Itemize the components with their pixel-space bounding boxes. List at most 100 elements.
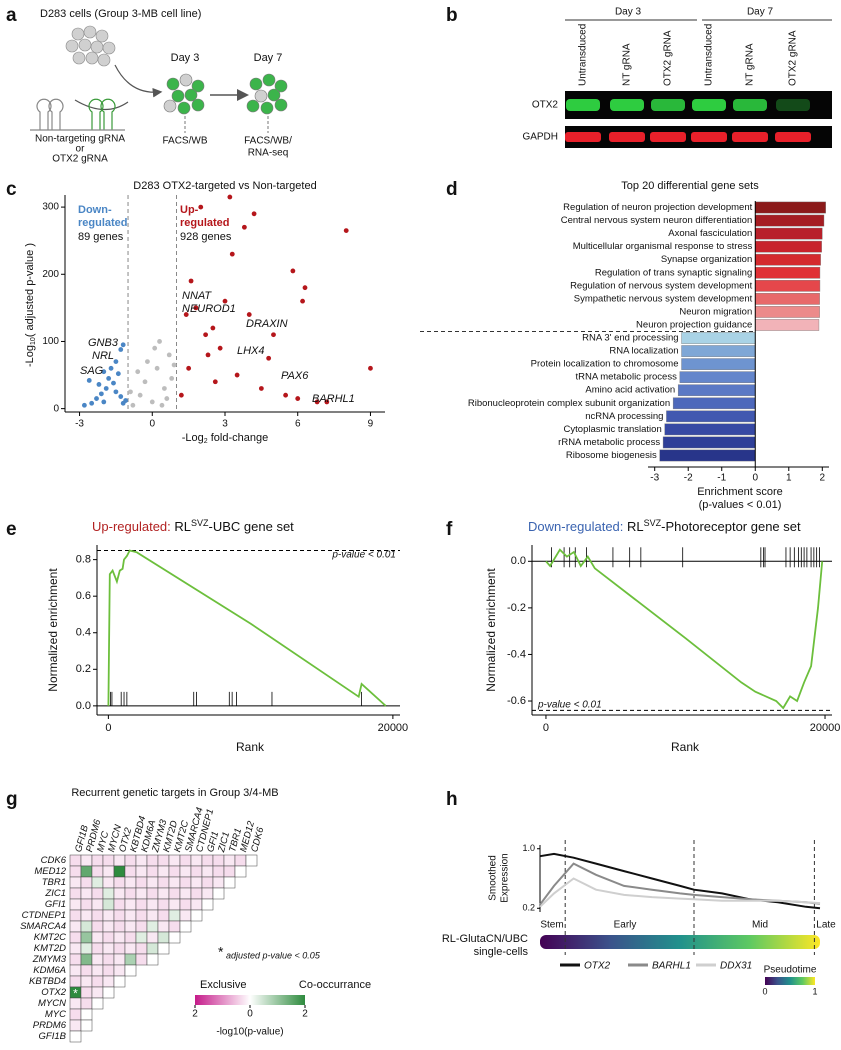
protein-label: GAPDH	[522, 132, 558, 143]
bar	[755, 306, 820, 318]
cell	[113, 953, 126, 966]
title-part: -Photoreceptor gene set	[661, 519, 801, 534]
point	[295, 396, 301, 401]
title-part: SVZ	[191, 518, 209, 528]
cell	[102, 876, 115, 889]
label-part: -Log	[24, 345, 36, 367]
point	[188, 278, 194, 284]
timepoint: Day 3	[171, 52, 200, 64]
lane-label: NT gRNA	[745, 43, 756, 86]
label-part: -Log	[182, 432, 204, 444]
cell	[102, 898, 115, 911]
diagonal-cell	[80, 1008, 93, 1021]
cell	[113, 898, 126, 911]
timepoint: Day 7	[254, 52, 283, 64]
point	[152, 345, 158, 351]
color-bar	[195, 995, 305, 1005]
cell	[69, 1008, 82, 1021]
title-part: -UBC gene set	[209, 519, 295, 534]
category-label: Axonal fasciculation	[668, 228, 752, 239]
cell	[91, 854, 104, 867]
cell	[190, 865, 203, 878]
point	[157, 339, 162, 344]
point	[324, 399, 330, 405]
cell	[113, 876, 126, 889]
y-tick-label: -0.6	[507, 695, 526, 707]
cell	[91, 876, 104, 889]
cell	[102, 931, 115, 944]
gene-label: PAX6	[281, 370, 309, 382]
cell	[212, 854, 225, 867]
cell	[102, 920, 115, 933]
grna-text: OTX2 gRNA	[52, 154, 108, 165]
cells-day3	[163, 73, 205, 115]
row-label: MED12	[34, 866, 66, 877]
bar	[755, 319, 820, 331]
cell	[212, 876, 225, 889]
cell	[146, 909, 159, 922]
category-label: Regulation of trans synaptic signaling	[595, 267, 752, 278]
band-otx2	[733, 99, 767, 111]
row-label: PRDM6	[33, 1020, 67, 1031]
y-axis-label: -Log10( adjusted p-value )	[24, 243, 37, 367]
bar	[755, 280, 821, 292]
x-axis-label: Rank	[236, 740, 265, 754]
point	[118, 394, 124, 399]
point	[86, 378, 92, 383]
point	[145, 359, 150, 365]
cell	[80, 942, 93, 955]
cell	[179, 898, 192, 911]
diagonal-cell	[223, 876, 236, 889]
cell	[113, 854, 126, 867]
lane-label: NT gRNA	[622, 43, 633, 86]
cell	[69, 865, 82, 878]
panel-h: Smoothed Expression RL-GlutaCN/UBC singl…	[442, 853, 820, 985]
cell	[80, 975, 93, 988]
y-tick-label: 0.0	[511, 555, 526, 567]
point	[108, 365, 114, 371]
chart-title: Down-regulated: RLSVZ-Photoreceptor gene…	[528, 518, 801, 534]
cell	[69, 953, 82, 966]
scale-high-label: Co-occurrance	[299, 979, 371, 991]
cell	[69, 854, 82, 867]
point	[283, 392, 289, 398]
bar	[755, 266, 821, 279]
y-tick-label: 0.4	[76, 627, 91, 639]
x-tick-label: -3	[650, 473, 659, 484]
panel-label: g	[6, 789, 18, 810]
lane-label: Untransduced	[578, 24, 589, 86]
cell	[69, 931, 82, 944]
category-label: Synapse organization	[661, 254, 752, 265]
cell	[124, 920, 137, 933]
cell	[80, 898, 93, 911]
point	[111, 380, 116, 386]
point	[169, 376, 175, 381]
bar	[681, 358, 756, 370]
bar	[672, 397, 756, 410]
point	[210, 325, 216, 331]
cell	[113, 887, 126, 900]
diagonal-cell	[146, 953, 159, 966]
cell	[80, 920, 93, 933]
row-label: MYC	[45, 1009, 66, 1020]
y-tick-label: 0	[53, 403, 59, 414]
title-part: Up-regulated:	[92, 519, 171, 534]
point	[106, 376, 112, 381]
cell	[179, 909, 192, 922]
stage-label: Mid	[752, 920, 768, 931]
point	[246, 312, 252, 317]
category-label: Ribosome biogenesis	[566, 450, 657, 461]
day-label: Day 7	[747, 7, 774, 18]
down-count: 89 genes	[78, 231, 124, 243]
label-part: 2	[204, 438, 208, 445]
cell	[135, 953, 148, 966]
point	[183, 312, 189, 317]
cell	[91, 898, 104, 911]
stage-label: Early	[614, 920, 637, 931]
cell	[168, 865, 181, 878]
point	[302, 285, 308, 291]
x-axis-label: -Log2 fold-change	[182, 432, 268, 445]
cell	[146, 920, 159, 933]
arrow	[74, 99, 129, 111]
